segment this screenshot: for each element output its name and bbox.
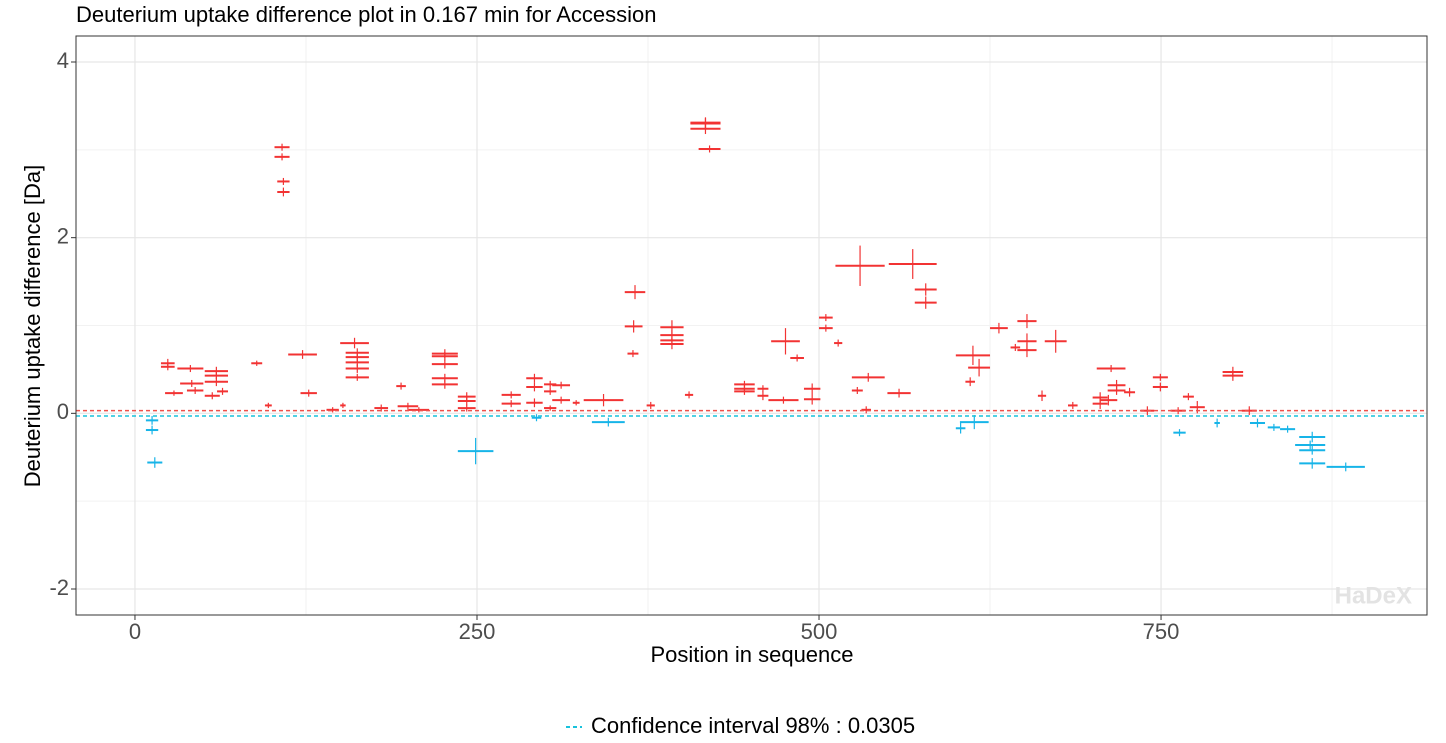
y-tick-label: 4 [57,48,69,73]
x-tick-label: 0 [129,619,141,644]
x-tick-label: 750 [1143,619,1180,644]
chart-title: Deuterium uptake difference plot in 0.16… [76,2,656,27]
y-tick-label: 2 [57,223,69,248]
x-tick-label: 500 [801,619,838,644]
legend-label: Confidence interval 98% : 0.0305 [591,713,915,738]
y-tick-label: 0 [57,399,69,424]
y-axis-title: Deuterium uptake difference [Da] [20,165,45,487]
plot-area: 0 250 500 750 -2 0 2 4 HaDeX [49,35,1428,644]
panel-border [75,35,1428,616]
watermark: HaDeX [1335,582,1412,609]
y-tick-label: -2 [49,575,69,600]
x-tick-label: 250 [459,619,496,644]
x-axis-title: Position in sequence [650,642,853,667]
